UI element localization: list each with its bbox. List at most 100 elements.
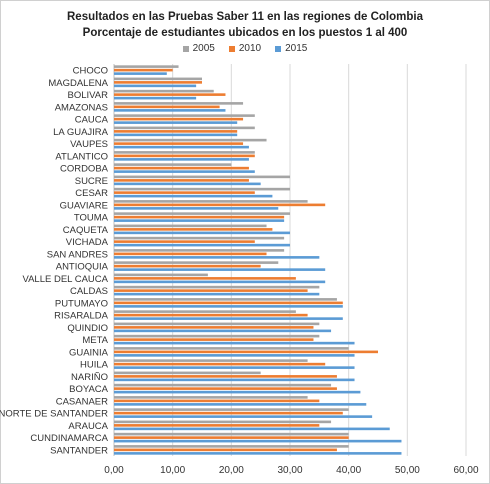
bar-2005	[114, 212, 290, 215]
bar-2005	[114, 310, 296, 313]
bar-2005	[114, 175, 290, 179]
bar-2015	[114, 96, 197, 100]
bar-2005	[114, 224, 267, 228]
bar-2015	[114, 256, 320, 259]
bar-2005	[114, 334, 320, 338]
category-label: SUCRE	[75, 176, 108, 187]
bar-2015	[114, 329, 332, 333]
bar-2015	[114, 219, 285, 222]
bar-2010	[114, 411, 343, 415]
bar-2015	[114, 341, 355, 345]
category-label: BOYACA	[69, 384, 109, 395]
x-tick-label: 10,00	[160, 465, 185, 476]
category-label: CALDAS	[70, 286, 108, 297]
category-label: SANTANDER	[50, 445, 108, 456]
bar-2010	[114, 130, 238, 133]
bar-2005	[114, 200, 308, 203]
bar-2010	[114, 375, 337, 378]
category-label: TOUMA	[74, 213, 109, 224]
category-label: CAQUETA	[63, 225, 109, 236]
legend: 2005 2010 2015	[0, 43, 490, 54]
bar-2005	[114, 420, 332, 424]
legend-item-2015: 2015	[275, 43, 307, 54]
bar-2010	[114, 350, 378, 354]
category-label: CAUCA	[75, 115, 109, 126]
x-tick-label: 30,00	[277, 465, 302, 476]
bar-2015	[114, 354, 355, 357]
chart-subtitle: Porcentaje de estudiantes ubicados en lo…	[82, 27, 408, 39]
bar-2005	[114, 187, 290, 191]
bar-2010	[114, 179, 249, 182]
bar-2005	[114, 138, 267, 142]
bar-2010	[114, 154, 255, 158]
bar-2010	[114, 301, 343, 305]
bar-2015	[114, 182, 261, 186]
bar-2010	[114, 117, 244, 121]
x-tick-label: 50,00	[395, 465, 420, 476]
category-label: CESAR	[75, 188, 108, 199]
bar-2010	[114, 166, 249, 170]
bar-2010	[114, 68, 173, 72]
bar-2010	[114, 240, 255, 243]
category-label: GUAINIA	[69, 347, 109, 358]
legend-swatch-2015	[275, 45, 282, 52]
category-label: CHOCO	[73, 66, 108, 77]
x-tick-label: 20,00	[219, 465, 244, 476]
bar-2010	[114, 81, 202, 84]
bar-2005	[114, 151, 255, 154]
bar-2010	[114, 424, 320, 427]
category-label: BOLIVAR	[68, 90, 109, 101]
bar-2010	[114, 387, 337, 390]
bar-2005	[114, 77, 202, 81]
legend-item-2005: 2005	[182, 43, 215, 54]
bar-2015	[114, 84, 197, 88]
bar-2005	[114, 432, 349, 436]
legend-swatch-2005	[182, 45, 189, 52]
bar-2015	[114, 243, 290, 247]
bar-2015	[114, 317, 343, 320]
bar-2010	[114, 252, 267, 256]
bar-2015	[114, 268, 326, 271]
legend-label-2010: 2010	[238, 43, 262, 54]
bar-2015	[114, 170, 255, 173]
bar-2005	[114, 126, 255, 130]
bar-2010	[114, 215, 285, 219]
bar-2005	[114, 298, 337, 301]
legend-swatch-2010	[228, 45, 235, 52]
bar-2015	[114, 366, 355, 369]
category-label: AMAZONAS	[55, 102, 108, 113]
category-label: PUTUMAYO	[55, 298, 108, 309]
category-label: ANTIOQUIA	[56, 262, 109, 273]
bar-2005	[114, 163, 232, 166]
bar-2015	[114, 207, 279, 210]
bar-2015	[114, 292, 320, 296]
legend-label-2015: 2015	[285, 43, 308, 54]
legend-item-2010: 2010	[228, 43, 262, 54]
category-label: LA GUAJIRA	[53, 127, 109, 138]
bar-2005	[114, 273, 208, 277]
category-label: ATLANTICO	[55, 151, 108, 162]
bar-2005	[114, 65, 179, 68]
bar-2005	[114, 261, 279, 264]
bar-2010	[114, 326, 314, 329]
bar-2010	[114, 362, 326, 366]
bar-2015	[114, 439, 402, 443]
bar-2010	[114, 105, 220, 109]
bar-2005	[114, 371, 261, 375]
category-label: SAN ANDRES	[47, 249, 108, 260]
bar-2005	[114, 114, 255, 117]
bar-2015	[114, 231, 290, 235]
bar-2015	[114, 415, 373, 418]
bar-2005	[114, 347, 349, 350]
bar-2005	[114, 285, 320, 289]
bar-2005	[114, 383, 332, 387]
bar-2015	[114, 194, 273, 198]
bar-2010	[114, 142, 244, 145]
bar-2015	[114, 390, 361, 394]
category-label: CORDOBA	[60, 164, 109, 175]
bar-2010	[114, 191, 255, 194]
x-tick-label: 40,00	[336, 465, 361, 476]
bar-2010	[114, 289, 308, 292]
category-label: HUILA	[80, 360, 109, 371]
